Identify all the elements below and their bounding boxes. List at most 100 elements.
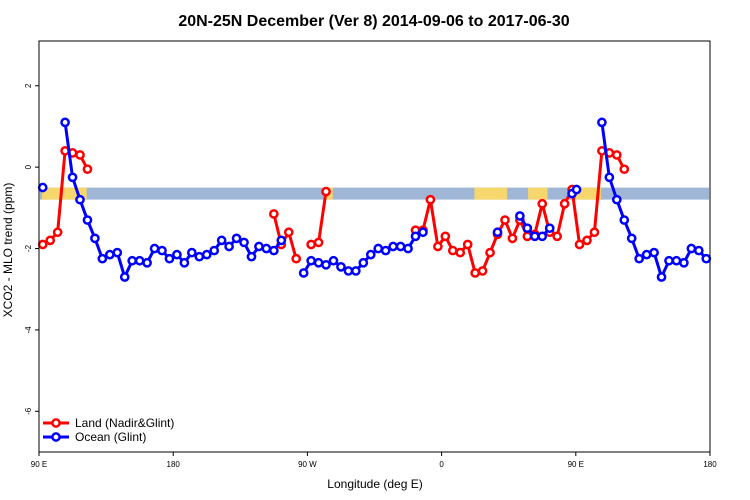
data-point: [351, 266, 361, 276]
data-point: [172, 249, 182, 260]
data-point: [127, 255, 138, 266]
data-point: [365, 249, 376, 260]
y-tick-label: -4: [24, 326, 33, 334]
data-point: [52, 227, 63, 238]
y-tick-label: 2: [24, 83, 33, 88]
data-point: [656, 272, 667, 282]
y-tick-label: -2: [24, 244, 33, 252]
axes: 90 E 180 90 W 0 90 E 180 -6 -4 -2 0 2: [24, 83, 717, 469]
data-point: [306, 239, 316, 250]
data-point: [157, 245, 167, 256]
data-point: [37, 182, 48, 193]
data-point: [246, 251, 257, 262]
data-point: [597, 117, 607, 128]
data-point: [611, 150, 622, 160]
data-point: [321, 259, 331, 270]
land-band-segment: [528, 187, 548, 200]
data-point: [60, 117, 70, 128]
data-point: [254, 241, 264, 252]
data-point: [425, 194, 436, 205]
chart-title: 20N-25N December (Ver 8) 2014-09-06 to 2…: [178, 13, 569, 30]
land-band-segment: [474, 187, 508, 200]
legend-marker: [51, 418, 61, 428]
data-point: [149, 243, 160, 254]
data-point: [477, 266, 488, 276]
x-tick-label: 180: [167, 460, 181, 469]
data-point: [269, 245, 279, 256]
data-point: [194, 251, 205, 262]
legend-label: Land (Nadir&Glint): [75, 416, 174, 430]
data-point: [574, 239, 585, 250]
data-point: [679, 257, 689, 268]
data-point: [447, 245, 458, 256]
data-point: [403, 243, 413, 254]
data-point: [201, 249, 212, 260]
data-point: [45, 235, 56, 246]
data-point: [134, 255, 145, 266]
data-point: [328, 255, 339, 266]
data-point: [343, 266, 354, 276]
data-point: [336, 261, 346, 272]
data-point: [82, 215, 93, 225]
data-point: [462, 239, 473, 250]
data-point: [664, 255, 674, 266]
data-point: [418, 227, 428, 238]
data-point: [515, 211, 525, 221]
land-band-segment: [575, 187, 602, 200]
data-point: [104, 249, 115, 260]
data-point: [298, 268, 309, 278]
data-point: [112, 247, 123, 258]
data-point: [283, 227, 294, 238]
data-point: [470, 268, 480, 278]
data-point: [559, 198, 570, 209]
data-point: [313, 257, 324, 268]
data-point: [529, 231, 540, 242]
data-point: [261, 243, 272, 254]
data-point: [485, 247, 495, 258]
data-point: [589, 227, 600, 238]
data-point: [634, 253, 645, 264]
legend-item-1: Ocean (Glint): [43, 430, 146, 444]
data-point: [306, 255, 316, 266]
data-point: [410, 231, 421, 242]
legend: Land (Nadir&Glint)Ocean (Glint): [43, 416, 174, 444]
land-ocean-band: [40, 187, 709, 200]
data-point: [455, 247, 466, 258]
ocean-band: [40, 187, 709, 200]
data-point: [380, 245, 391, 256]
data-point: [186, 247, 197, 258]
data-point: [373, 243, 384, 254]
data-point: [611, 194, 622, 205]
data-point: [37, 239, 48, 250]
data-point: [686, 243, 697, 254]
data-point: [358, 257, 369, 268]
data-point: [388, 241, 398, 252]
y-tick-label: 0: [24, 164, 33, 169]
data-point: [701, 253, 712, 264]
legend-marker: [51, 432, 61, 442]
data-point: [395, 241, 406, 252]
data-point: [82, 164, 93, 175]
data-point: [641, 249, 652, 260]
data-point: [97, 253, 108, 264]
data-point: [313, 237, 324, 248]
x-axis-label: Longitude (deg E): [327, 477, 422, 491]
data-point: [440, 231, 451, 242]
data-point: [522, 223, 533, 234]
data-point: [507, 233, 518, 244]
legend-item-0: Land (Nadir&Glint): [43, 416, 174, 430]
data-point: [164, 253, 175, 264]
x-tick-label: 90 E: [31, 460, 47, 469]
data-point: [522, 231, 533, 242]
x-tick-label: 90 E: [568, 460, 584, 469]
data-point: [537, 198, 548, 209]
data-point: [492, 227, 503, 238]
series-1: [37, 117, 712, 282]
data-point: [216, 235, 227, 246]
data-point: [537, 231, 548, 242]
y-axis-label: XCO2 - MLO trend (ppm): [1, 183, 15, 318]
data-point: [671, 255, 682, 266]
data-point: [179, 257, 190, 268]
data-point: [231, 233, 242, 244]
